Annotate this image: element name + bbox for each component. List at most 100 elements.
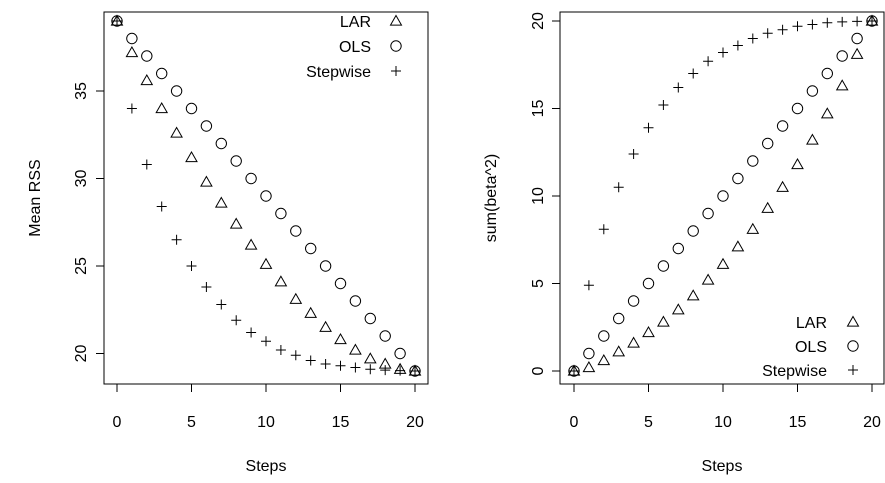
lar-point (657, 315, 670, 327)
ols-point (762, 137, 774, 150)
lar-point (363, 352, 377, 364)
stepwise-point (569, 366, 579, 376)
plot-frame (103, 11, 429, 385)
stepwise-point (201, 282, 212, 292)
plot-frame (559, 11, 885, 385)
stepwise-point (231, 315, 242, 326)
legend-label: Stepwise (306, 64, 371, 81)
ols-point (821, 67, 833, 80)
ols-point (260, 190, 272, 202)
lar-point (850, 47, 864, 59)
stepwise-point (792, 21, 803, 32)
legend-triangle-symbol (389, 14, 403, 26)
stepwise-point (658, 100, 669, 110)
ols-point (364, 312, 376, 325)
lar-point (791, 157, 804, 170)
stepwise-point (852, 16, 863, 27)
x-tick-label: 5 (644, 414, 653, 431)
legend-triangle-symbol (846, 315, 860, 327)
lar-point (746, 222, 760, 234)
legend-label: OLS (795, 339, 827, 356)
y-tick-label: 20 (530, 12, 547, 30)
legend-label: OLS (339, 39, 371, 56)
stepwise-point (275, 345, 286, 355)
y-tick-label: 10 (530, 187, 547, 205)
legend-circle-symbol (390, 40, 402, 52)
stepwise-point (777, 24, 788, 35)
legend: LAR OLS Stepwise (762, 315, 860, 380)
lar-point (170, 126, 183, 138)
stepwise-point (703, 56, 714, 67)
stepwise-point (246, 327, 257, 338)
x-tick-label: 20 (406, 414, 424, 431)
y-tick-label: 5 (530, 279, 547, 288)
legend-circle-symbol (847, 340, 859, 352)
ols-point (170, 85, 183, 97)
lar-point (229, 217, 243, 229)
x-tick-label: 15 (789, 414, 807, 431)
y-tick-label: 20 (73, 345, 90, 363)
ols-point (598, 330, 610, 342)
stepwise-point (365, 364, 376, 375)
series-ols (568, 15, 878, 377)
lar-point (319, 320, 332, 332)
legend-label: LAR (796, 315, 827, 332)
ols-point (866, 15, 878, 27)
lar-point (274, 275, 288, 287)
x-tick-label: 10 (714, 414, 732, 431)
stepwise-point (395, 365, 406, 376)
lar-point (701, 273, 715, 285)
stepwise-point (290, 350, 301, 361)
lar-point (686, 289, 700, 301)
legend-plus-symbol (848, 365, 858, 375)
ols-point (747, 155, 759, 167)
stepwise-point (598, 224, 609, 235)
ols-point (215, 137, 228, 150)
lar-point (244, 238, 258, 250)
stepwise-point (673, 82, 684, 93)
stepwise-point (305, 355, 316, 366)
ols-point (568, 365, 580, 377)
lar-point (200, 175, 213, 187)
ols-point (319, 260, 332, 272)
lar-point (289, 292, 303, 304)
ols-point (851, 32, 863, 45)
stepwise-point (747, 33, 758, 44)
ols-point (185, 102, 198, 115)
ols-point (379, 330, 391, 342)
x-axis-title: Steps (246, 458, 287, 475)
lar-point (761, 201, 775, 213)
y-tick-label: 0 (530, 366, 547, 375)
ols-point (627, 295, 640, 307)
stepwise-point (718, 47, 728, 58)
lar-point (582, 360, 596, 373)
lar-point (140, 73, 154, 86)
x-tick-label: 5 (187, 414, 196, 431)
ols-point (290, 225, 302, 237)
stepwise-point (171, 234, 182, 245)
ols-point (394, 347, 406, 360)
stepwise-point (186, 261, 197, 271)
ols-point (687, 225, 699, 237)
ols-point (806, 85, 819, 97)
ols-point (200, 120, 213, 132)
y-tick-label: 25 (73, 257, 90, 275)
x-tick-label: 0 (570, 414, 579, 431)
ols-point (126, 32, 138, 45)
lar-point (334, 332, 347, 345)
stepwise-point (410, 366, 420, 376)
ols-point (156, 67, 168, 80)
stepwise-point (867, 16, 877, 26)
ols-point (613, 312, 625, 325)
lar-point (185, 150, 198, 163)
legend-label: LAR (340, 14, 371, 31)
lar-point (835, 79, 849, 91)
lar-point (731, 240, 745, 252)
lar-point (716, 257, 730, 269)
series-ols (111, 15, 421, 377)
lar-point (214, 196, 228, 208)
x-tick-label: 20 (863, 414, 881, 431)
ols-point (409, 365, 421, 377)
stepwise-point (732, 40, 743, 51)
